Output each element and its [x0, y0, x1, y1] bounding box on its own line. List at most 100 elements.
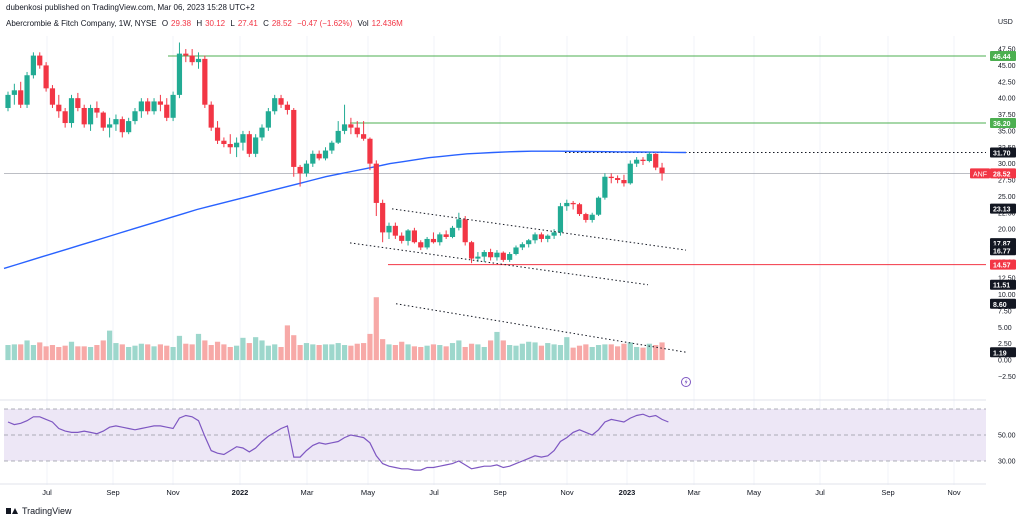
symbol-name[interactable]: Abercrombie & Fitch Company, 1W, NYSE — [6, 19, 157, 28]
time-axis[interactable]: Jul Sep Nov 2022 Mar May Jul Sep Nov 2023 Mar May Ju… — [0, 483, 986, 497]
low-label: L — [230, 19, 235, 28]
candle-body — [297, 166, 303, 174]
volume-bar — [75, 346, 81, 361]
price-tick-label: 12.50 — [998, 276, 1016, 283]
candle-body — [100, 112, 106, 128]
price-tick-label: 7.50 — [998, 308, 1012, 315]
volume-bar — [164, 345, 170, 361]
candle-body — [583, 214, 589, 220]
volume-bar — [195, 333, 202, 361]
volume-bar — [202, 340, 208, 361]
candle-body — [145, 101, 151, 112]
candle-body — [62, 111, 68, 124]
rsi-line — [7, 413, 669, 471]
price-marker-label: 1.19 — [993, 350, 1007, 357]
trendline-3 — [395, 303, 687, 353]
volume-bar — [335, 343, 341, 361]
volume-bar — [37, 342, 43, 361]
candle-body — [640, 159, 646, 162]
volume-value: 12.436M — [371, 19, 403, 28]
volume-bar — [5, 345, 11, 361]
candle-body — [37, 55, 43, 66]
volume-bar — [227, 346, 233, 361]
candle-body — [195, 58, 202, 63]
candle-body — [30, 55, 36, 76]
candle-body — [532, 234, 538, 241]
volume-bar — [443, 346, 449, 361]
candle-body — [221, 140, 227, 144]
volume-bar — [615, 346, 621, 361]
price-axis[interactable]: 47.5045.0042.5040.0037.5035.0032.5030.00… — [998, 47, 1016, 466]
volume-bar — [291, 335, 297, 361]
volume-bar — [576, 345, 583, 361]
ma-200-line — [3, 150, 687, 270]
candle-body — [240, 134, 246, 143]
candle-body — [621, 180, 627, 184]
candle-body — [278, 98, 284, 105]
volume-bar — [526, 341, 532, 361]
candle-body — [189, 55, 195, 63]
volume-bars — [5, 297, 665, 361]
price-tick-label: 30.00 — [998, 161, 1016, 168]
rsi-line-path — [7, 413, 669, 471]
volume-bar — [100, 340, 106, 361]
price-marker-bg — [990, 245, 1016, 256]
rsi-tick-label: 30.00 — [998, 459, 1016, 466]
price-tick-label: 5.00 — [998, 325, 1012, 332]
candle-body — [43, 65, 49, 89]
candle-body — [291, 109, 297, 167]
tradingview-footer[interactable]: TradingView — [6, 506, 72, 516]
volume-bar — [126, 346, 132, 361]
price-marker-bg — [990, 259, 1016, 270]
volume-bar — [151, 346, 157, 361]
price-marker-label: 16.77 — [993, 248, 1011, 255]
candle-body — [602, 176, 608, 198]
volume-bar — [437, 345, 443, 361]
candle-body — [430, 238, 437, 243]
high-value: 30.12 — [205, 19, 226, 28]
time-tick-label: Jul — [429, 488, 439, 497]
volume-bar — [310, 344, 316, 361]
volume-bar — [449, 343, 456, 361]
volume-bar — [361, 343, 367, 361]
candle-body — [234, 142, 240, 148]
close-value: 28.52 — [271, 19, 292, 28]
candle-body — [68, 98, 75, 124]
volume-bar — [595, 345, 602, 361]
time-tick-label: Sep — [493, 488, 506, 497]
volume-bar — [640, 347, 646, 361]
close-label: C — [263, 19, 269, 28]
candle-body — [380, 202, 386, 233]
volume-bar — [107, 330, 113, 361]
volume-bar — [373, 297, 379, 361]
candle-body — [595, 197, 602, 215]
volume-bar — [341, 345, 348, 361]
change-value: −0.47 (−1.62%) — [297, 19, 353, 28]
volume-bar — [399, 341, 405, 361]
candle-body — [418, 242, 424, 248]
time-tick-label: Jul — [815, 488, 825, 497]
volume-bar — [87, 346, 94, 361]
volume-bar — [94, 345, 100, 361]
time-tick-label: 2023 — [619, 488, 636, 497]
volume-bar — [170, 346, 176, 361]
candle-body — [208, 104, 214, 128]
candle-body — [653, 153, 659, 168]
volume-bar — [513, 345, 519, 361]
price-marker-label: 23.13 — [993, 207, 1011, 214]
price-tick-label: 40.00 — [998, 96, 1016, 103]
volume-bar — [545, 343, 551, 361]
volume-bar — [348, 345, 354, 361]
candle-body — [449, 227, 456, 237]
candle-body — [176, 53, 183, 95]
candle-body — [634, 159, 640, 164]
candle-body — [488, 252, 494, 258]
price-tick-label: 2.50 — [998, 341, 1012, 348]
volume-bar — [56, 346, 62, 361]
candle-body — [119, 119, 125, 133]
candle-body — [557, 206, 564, 233]
volume-bar — [253, 337, 259, 361]
